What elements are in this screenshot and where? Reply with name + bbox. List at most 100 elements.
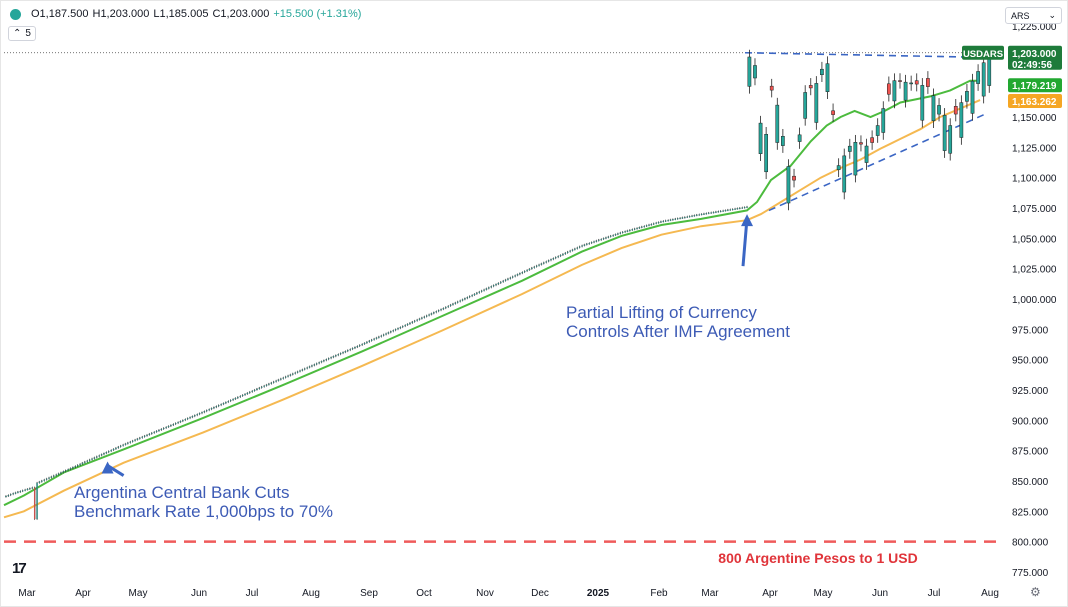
- candle-body: [141, 436, 143, 438]
- currency-selector[interactable]: ARS ⌄: [1005, 7, 1062, 24]
- y-tick-label: 775.000: [1012, 568, 1049, 579]
- candle-body: [62, 471, 65, 473]
- candle-body: [392, 330, 394, 332]
- candle-body: [287, 375, 289, 377]
- candle-body: [550, 259, 552, 261]
- candle-body: [948, 125, 953, 154]
- candle-body: [459, 300, 461, 302]
- candle-body: [449, 304, 452, 307]
- candle-body: [306, 367, 308, 369]
- candle-body: [105, 452, 108, 454]
- candle-body: [758, 122, 763, 154]
- candle-body: [222, 403, 225, 405]
- candle-body: [404, 324, 406, 327]
- candle-body: [715, 211, 717, 213]
- candle-body: [43, 479, 45, 481]
- candle-body: [129, 441, 131, 443]
- candle-body: [545, 261, 547, 263]
- x-tick-label: May: [129, 588, 148, 599]
- candle-body: [265, 384, 268, 386]
- candle-body: [588, 242, 590, 245]
- candle-body: [478, 291, 480, 293]
- candle-body: [502, 280, 504, 283]
- candle-body: [645, 225, 648, 227]
- candle-body: [710, 212, 712, 214]
- candle-body: [253, 389, 256, 392]
- candle-body: [48, 477, 50, 479]
- candle-body: [903, 81, 908, 101]
- candle-body: [273, 381, 275, 383]
- candle-body: [356, 345, 359, 348]
- candle-body: [313, 364, 316, 366]
- x-tick-label: Mar: [701, 588, 719, 599]
- candle-body: [775, 104, 780, 143]
- candle-body: [769, 85, 774, 91]
- candle-body: [351, 348, 354, 350]
- candle-body: [797, 134, 802, 142]
- candle-body: [189, 417, 191, 419]
- candle-body: [497, 282, 500, 285]
- candle-body: [327, 358, 330, 360]
- candle-body: [734, 208, 736, 210]
- candle-body: [53, 475, 55, 477]
- candle-body: [447, 305, 449, 308]
- candle-body: [208, 409, 210, 411]
- candle-body: [965, 91, 969, 102]
- candle-body: [643, 225, 645, 228]
- candle-body: [612, 234, 614, 237]
- candle-body: [636, 227, 638, 230]
- candle-body: [60, 472, 62, 474]
- candle-body: [488, 287, 490, 289]
- candle-body: [100, 454, 103, 456]
- candle-body: [256, 388, 258, 391]
- gear-icon[interactable]: ⚙: [1030, 585, 1041, 599]
- candle-body: [50, 476, 53, 478]
- candle-body: [246, 392, 249, 395]
- candle-body: [299, 370, 301, 372]
- candle-body: [81, 462, 84, 465]
- candle-body: [117, 446, 120, 449]
- candle-body: [289, 374, 292, 376]
- candle-body: [332, 356, 335, 358]
- y-tick-label: 925.000: [1012, 386, 1049, 397]
- candle-body: [746, 206, 748, 208]
- candle-body: [316, 363, 318, 365]
- candle-body: [892, 80, 897, 102]
- candle-body: [172, 423, 175, 426]
- candle-body: [864, 145, 869, 163]
- candle-body: [380, 335, 382, 337]
- candle-body: [232, 398, 234, 401]
- candle-body: [708, 212, 710, 214]
- candle-body: [736, 208, 739, 210]
- candle-body: [399, 327, 402, 329]
- candle-body: [394, 329, 397, 331]
- candle-body: [567, 251, 569, 254]
- candle-body: [578, 246, 581, 248]
- candle-body: [617, 233, 619, 235]
- candle-body: [421, 317, 423, 319]
- candle-body: [390, 331, 392, 333]
- candle-body: [836, 165, 841, 171]
- candle-body: [547, 260, 550, 262]
- candle-body: [624, 231, 626, 233]
- interval-label: 5: [25, 28, 31, 39]
- candle-body: [151, 432, 153, 435]
- candle-body: [853, 141, 858, 176]
- candle-body: [559, 254, 562, 257]
- candle-body: [122, 444, 124, 446]
- candle-body: [239, 395, 241, 398]
- interval-button[interactable]: ⌃ 5: [8, 26, 36, 41]
- candle-body: [93, 457, 96, 459]
- candle-body: [244, 393, 246, 396]
- candle-body: [155, 430, 158, 433]
- y-tick-label: 1,100.000: [1012, 174, 1057, 185]
- candle-body: [115, 447, 117, 450]
- candle-body: [660, 221, 662, 223]
- candle-body: [158, 429, 160, 432]
- candle-body: [227, 401, 229, 403]
- candle-body: [282, 377, 284, 379]
- candle-body: [402, 326, 404, 328]
- candle-body: [167, 425, 170, 428]
- candle-body: [347, 350, 349, 352]
